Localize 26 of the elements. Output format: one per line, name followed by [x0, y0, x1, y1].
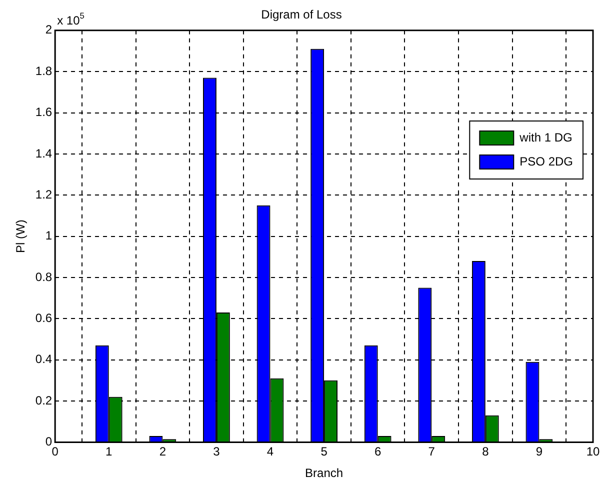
y-tick-label: 0.4 — [35, 352, 52, 366]
x-tick-label: 8 — [482, 444, 490, 459]
x-tick-label: 6 — [374, 444, 382, 459]
chart-title: Digram of Loss — [261, 8, 342, 22]
x-tick-label: 10 — [586, 444, 600, 459]
y-tick-label: 0.6 — [35, 310, 52, 325]
x-tick-label: 7 — [428, 444, 436, 459]
y-tick-label: 1 — [45, 228, 52, 243]
y-tick-label: 0.8 — [35, 270, 52, 284]
y-tick-label: 0 — [45, 434, 52, 449]
legend-label: PSO 2DG — [520, 154, 574, 168]
x-tick-label: 9 — [536, 444, 543, 459]
y-tick-label: 2 — [45, 22, 52, 37]
x-axis-title: Branch — [305, 466, 344, 480]
x-tick-label: 4 — [266, 444, 274, 459]
x-tick-label: 1 — [106, 444, 113, 459]
y-tick-label: 1.4 — [35, 146, 52, 160]
y-axis-title: Pl (W) — [14, 220, 28, 253]
y-tick-label: 1.8 — [35, 64, 52, 78]
y-tick-label: 1.6 — [35, 105, 52, 120]
x-tick-label: 5 — [320, 444, 328, 459]
y-tick-label: 0.2 — [35, 393, 52, 408]
legend-label: with 1 DG — [518, 130, 572, 144]
x-tick-label: 2 — [159, 444, 166, 459]
x-tick-label: 3 — [213, 444, 220, 459]
y-tick-label: 1.2 — [35, 187, 52, 202]
